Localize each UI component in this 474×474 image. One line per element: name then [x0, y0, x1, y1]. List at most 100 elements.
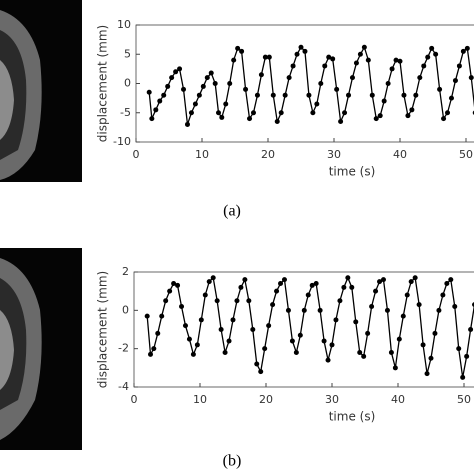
x-tick-label: 50 — [457, 393, 471, 406]
data-point — [393, 57, 399, 63]
data-point — [274, 119, 280, 125]
data-point — [218, 327, 224, 332]
data-point — [302, 48, 308, 54]
x-tick-label: 10 — [193, 393, 207, 406]
data-point — [314, 101, 320, 107]
data-point — [404, 292, 410, 298]
data-point — [146, 89, 152, 95]
data-point — [369, 304, 375, 309]
data-point — [345, 275, 351, 281]
data-point — [318, 81, 324, 86]
data-point — [163, 298, 169, 304]
plot-area — [133, 271, 474, 388]
data-point — [254, 361, 260, 367]
data-point — [219, 114, 225, 120]
data-point — [234, 298, 240, 304]
data-point — [206, 279, 212, 285]
data-point — [396, 336, 402, 342]
data-point — [294, 51, 300, 57]
data-point — [250, 327, 256, 332]
data-point — [357, 51, 363, 57]
data-point — [381, 98, 387, 104]
data-point — [313, 281, 319, 286]
data-point — [325, 357, 331, 363]
data-point — [365, 330, 371, 336]
data-point — [239, 48, 245, 54]
data-point — [341, 284, 347, 290]
caption: (a) — [223, 203, 241, 220]
data-point — [460, 48, 466, 54]
data-point — [389, 66, 395, 72]
data-point — [373, 116, 379, 122]
data-point — [317, 307, 323, 313]
data-point — [452, 78, 458, 84]
x-tick-label: 20 — [259, 393, 273, 406]
data-point — [262, 54, 268, 60]
data-point — [428, 355, 434, 361]
data-point — [365, 57, 371, 63]
mri-image-a — [0, 0, 82, 182]
data-point — [437, 86, 443, 92]
data-point — [222, 350, 228, 355]
data-point — [432, 330, 438, 336]
data-point — [216, 110, 221, 116]
data-point — [361, 353, 367, 359]
data-point — [250, 110, 256, 116]
data-point — [196, 92, 202, 98]
data-point — [456, 63, 462, 69]
data-point — [357, 350, 363, 355]
data-point — [445, 110, 451, 116]
data-point — [212, 81, 218, 86]
data-point — [388, 350, 394, 355]
data-point — [405, 113, 411, 119]
data-point — [165, 83, 171, 89]
data-point — [274, 288, 280, 294]
data-point — [281, 277, 287, 283]
data-point — [226, 338, 232, 344]
data-point — [322, 63, 328, 69]
data-point — [167, 288, 173, 294]
data-point — [297, 332, 303, 338]
data-point — [416, 302, 422, 308]
data-point — [346, 92, 352, 98]
data-point — [290, 63, 296, 69]
data-point — [401, 92, 407, 98]
data-point — [247, 116, 253, 122]
data-point — [198, 317, 204, 323]
data-point — [278, 281, 284, 286]
data-point — [444, 281, 450, 286]
x-tick-label: 0 — [133, 148, 140, 161]
data-point — [408, 279, 414, 285]
data-point — [188, 110, 194, 116]
data-point — [464, 353, 470, 359]
data-point — [369, 92, 375, 98]
data-point — [155, 330, 161, 336]
data-point — [377, 113, 383, 119]
data-point — [409, 107, 415, 113]
data-point — [380, 277, 386, 283]
data-point — [246, 298, 252, 304]
data-point — [210, 275, 216, 281]
data-point — [424, 371, 430, 377]
data-point — [184, 121, 190, 127]
x-tick-label: 30 — [327, 148, 341, 161]
x-tick-label: 50 — [459, 148, 473, 161]
data-point — [293, 350, 299, 355]
y-axis-label: displacement (mm) — [96, 25, 110, 142]
x-tick-label: 40 — [391, 393, 405, 406]
data-point — [436, 307, 442, 313]
data-point — [190, 351, 196, 357]
x-tick-label: 20 — [261, 148, 275, 161]
data-point — [289, 338, 295, 344]
x-tick-label: 40 — [393, 148, 407, 161]
data-point — [151, 346, 157, 352]
data-point — [440, 292, 446, 298]
data-point — [349, 284, 355, 290]
data-point — [301, 307, 307, 313]
data-point — [192, 101, 198, 107]
y-tick-label: -10 — [113, 135, 131, 148]
y-tick-label: 5 — [124, 47, 131, 60]
data-point — [349, 75, 355, 81]
